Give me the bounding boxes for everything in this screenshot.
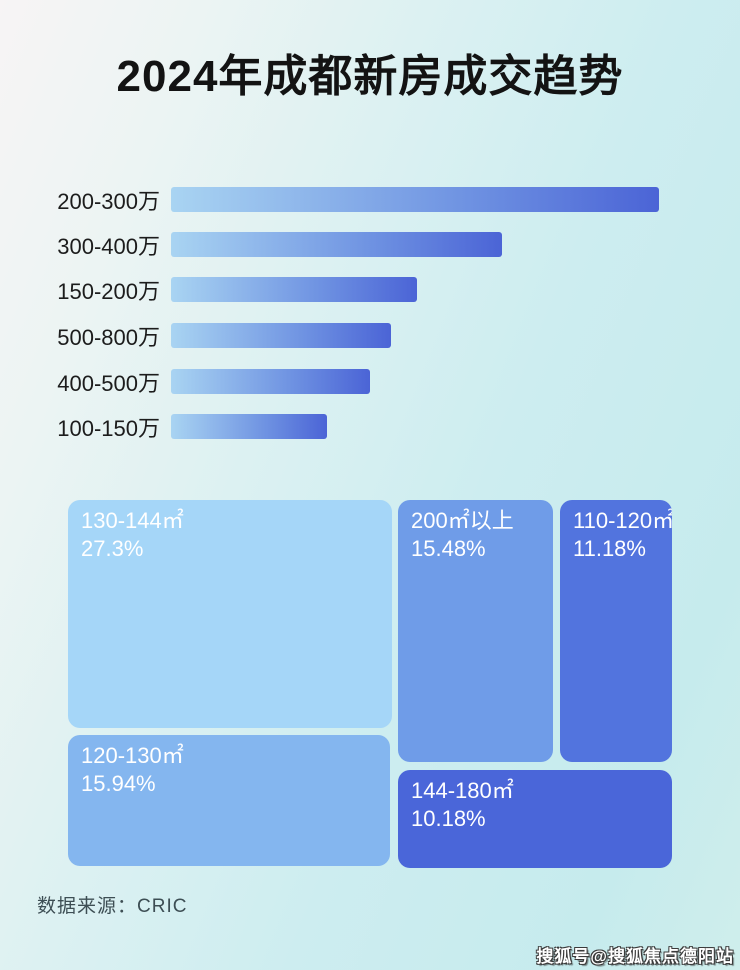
treemap-tile: 110-120㎡ 11.18% xyxy=(560,500,672,762)
bar-category-label: 300-400万 xyxy=(57,233,160,259)
bar-row: 300-400万 xyxy=(0,232,502,259)
tile-range-label: 130-144㎡ xyxy=(81,508,184,533)
treemap-tile: 144-180㎡ 10.18% xyxy=(398,770,672,868)
bar xyxy=(171,277,417,302)
bar-row: 500-800万 xyxy=(0,323,391,350)
bar-category-label: 100-150万 xyxy=(57,415,160,441)
tile-range-label: 144-180㎡ xyxy=(411,778,514,803)
bar-category-label: 500-800万 xyxy=(57,324,160,350)
tile-range-label: 120-130㎡ xyxy=(81,743,184,768)
bar xyxy=(171,232,502,257)
price-range-bar-chart: 200-300万 300-400万 150-200万 500-800万 400-… xyxy=(0,187,740,447)
bar xyxy=(171,369,370,394)
tile-percent-label: 15.48% xyxy=(411,536,486,561)
bar-category-label: 400-500万 xyxy=(57,370,160,396)
bar-category-label: 200-300万 xyxy=(57,188,160,214)
watermark: 搜狐号@搜狐焦点德阳站 xyxy=(536,947,734,966)
bar xyxy=(171,414,327,439)
bar-category-label: 150-200万 xyxy=(57,278,160,304)
treemap-tile: 130-144㎡ 27.3% xyxy=(68,500,392,728)
page-title: 2024年成都新房成交趋势 xyxy=(116,52,624,101)
tile-percent-label: 10.18% xyxy=(411,806,486,831)
tile-percent-label: 27.3% xyxy=(81,536,144,561)
bar xyxy=(171,323,391,348)
tile-percent-label: 15.94% xyxy=(81,771,156,796)
bar xyxy=(171,187,659,212)
tile-percent-label: 11.18% xyxy=(573,536,646,561)
treemap-tile: 200㎡以上 15.48% xyxy=(398,500,553,762)
data-source-label: 数据来源：CRIC xyxy=(37,896,188,917)
tile-range-label: 200㎡以上 xyxy=(411,508,514,533)
bar-row: 150-200万 xyxy=(0,277,417,304)
unit-size-treemap: 130-144㎡ 27.3% 200㎡以上 15.48% 110-120㎡ 11… xyxy=(68,500,672,868)
bar-row: 200-300万 xyxy=(0,187,659,214)
bar-row: 400-500万 xyxy=(0,369,370,396)
bar-row: 100-150万 xyxy=(0,414,327,441)
treemap-tile: 120-130㎡ 15.94% xyxy=(68,735,390,866)
tile-range-label: 110-120㎡ xyxy=(573,508,672,533)
